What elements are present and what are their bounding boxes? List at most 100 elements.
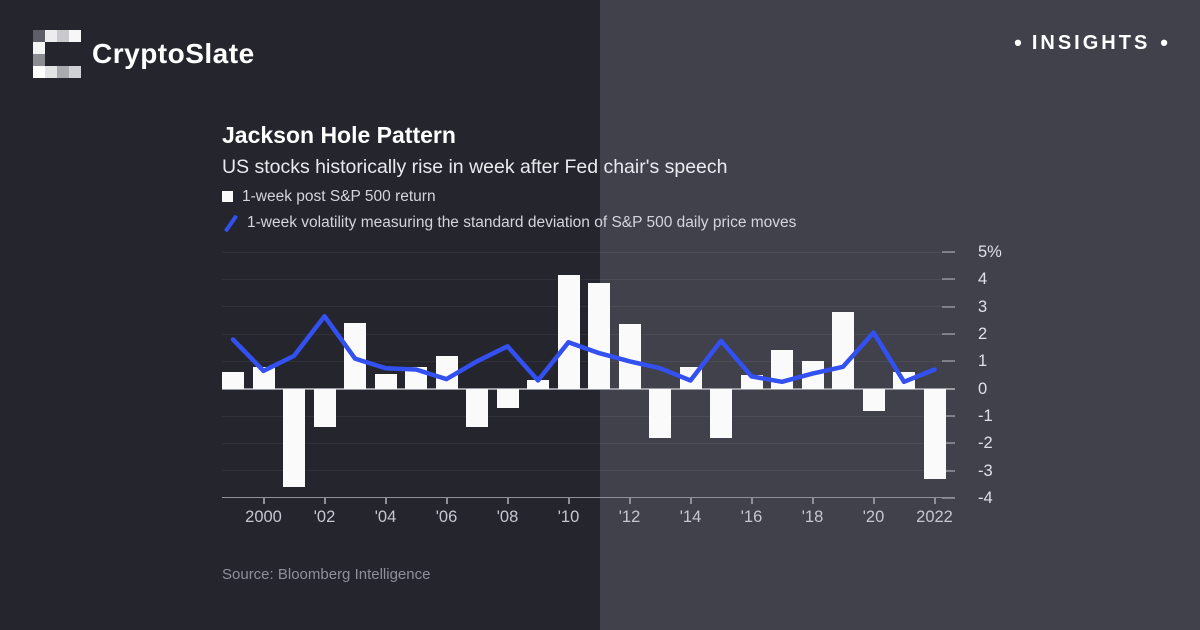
x-axis-label: '12 xyxy=(618,508,641,526)
y-axis-tick xyxy=(942,415,955,417)
logo-pixel xyxy=(33,66,45,78)
y-axis-label: -4 xyxy=(978,489,993,507)
logo-pixel xyxy=(33,30,45,42)
x-axis-tick xyxy=(811,498,814,504)
x-axis-tick xyxy=(628,498,631,504)
logo-pixel xyxy=(45,30,57,42)
bullet-left-icon: • xyxy=(1014,30,1022,55)
gridline xyxy=(222,470,955,472)
legend-item-label: 1-week post S&P 500 return xyxy=(242,187,436,205)
logo-pixel xyxy=(45,66,57,78)
bar xyxy=(222,372,244,389)
x-axis-tick xyxy=(872,498,875,504)
brand-logo-icon xyxy=(33,30,81,78)
y-axis-label: -3 xyxy=(978,461,993,480)
y-axis-tick xyxy=(942,251,955,253)
x-axis-line xyxy=(222,496,955,498)
plot-area xyxy=(222,251,955,504)
bar xyxy=(618,324,641,389)
volatility-line xyxy=(230,313,937,385)
bar xyxy=(283,388,305,488)
source-credit: Source: Bloomberg Intelligence xyxy=(222,566,431,583)
bar xyxy=(313,388,336,427)
logo-pixel xyxy=(33,54,45,66)
bar xyxy=(466,388,488,427)
x-axis-tick xyxy=(750,498,753,504)
y-axis-tick xyxy=(942,360,955,363)
x-axis-label: '02 xyxy=(313,508,336,526)
y-axis-tick xyxy=(942,278,955,281)
x-axis-label: '04 xyxy=(374,508,397,526)
x-axis-label: '06 xyxy=(435,508,458,526)
chart-subtitle: US stocks historically rise in week afte… xyxy=(222,156,728,178)
bar xyxy=(923,388,946,479)
x-axis-labels: 2000 '02 '04 '06 '08 '10 '12 '14 '16 '18 '20 2022 xyxy=(222,508,955,532)
x-axis-tick xyxy=(262,498,265,504)
chart-title: Jackson Hole Pattern xyxy=(222,122,456,148)
bar xyxy=(252,366,275,389)
logo-pixel xyxy=(45,54,57,66)
y-axis-label: 5% xyxy=(978,243,1002,261)
insights-badge: • INSIGHTS • xyxy=(1014,30,1168,56)
y-axis-label: 3 xyxy=(978,297,988,316)
x-axis-label: 2000 xyxy=(245,508,282,526)
y-axis-tick xyxy=(942,442,955,445)
x-axis-label: '08 xyxy=(496,508,519,526)
bar xyxy=(496,388,519,408)
legend-item-label: 1-week volatility measuring the standard… xyxy=(247,213,797,231)
y-axis-label: -1 xyxy=(978,407,993,425)
logo-pixel xyxy=(69,66,81,78)
gridline xyxy=(222,278,955,280)
gridline xyxy=(222,415,955,417)
x-axis-label: '16 xyxy=(740,508,763,526)
logo-pixel xyxy=(69,54,81,66)
x-axis-label: '18 xyxy=(801,508,824,526)
logo-pixel xyxy=(69,42,81,54)
x-axis-tick xyxy=(384,498,387,504)
bar xyxy=(649,388,671,438)
x-axis-tick xyxy=(567,498,570,504)
logo-pixel xyxy=(33,42,45,54)
logo-pixel xyxy=(57,66,69,78)
bar xyxy=(374,373,397,389)
y-axis-label: 0 xyxy=(978,379,988,398)
y-axis-label: 4 xyxy=(978,270,988,289)
chart-legend: 1-week post S&P 500 return 1-week volati… xyxy=(222,187,796,232)
x-axis-tick xyxy=(323,498,326,504)
y-axis-label: 2 xyxy=(978,325,988,343)
bar xyxy=(435,355,458,389)
gridline xyxy=(222,251,955,253)
y-axis-tick xyxy=(942,305,955,308)
zero-axis-line xyxy=(222,387,955,390)
bar-legend-swatch-icon xyxy=(222,191,233,202)
gridline xyxy=(222,442,955,444)
logo-pixel xyxy=(69,30,81,42)
x-axis-tick xyxy=(506,498,509,504)
bar xyxy=(862,388,885,411)
x-axis-label: '20 xyxy=(862,508,885,526)
y-axis-labels: 5% 4 3 2 1 0 -1 -2 -3 -4 xyxy=(974,243,1020,507)
y-axis-label: -2 xyxy=(978,434,993,453)
y-axis-label: 1 xyxy=(978,352,988,371)
x-axis-tick xyxy=(933,498,936,504)
logo-pixel xyxy=(57,30,69,42)
bar xyxy=(588,283,610,389)
x-axis-label: '10 xyxy=(557,508,580,526)
bar xyxy=(557,275,580,389)
y-axis-tick xyxy=(942,333,955,335)
insights-badge-label: INSIGHTS xyxy=(1031,31,1151,54)
logo-pixel xyxy=(57,54,69,66)
y-axis-tick xyxy=(942,469,955,472)
line-legend-slash-icon xyxy=(222,215,238,231)
legend-item-bars: 1-week post S&P 500 return xyxy=(222,187,796,206)
legend-item-line: 1-week volatility measuring the standard… xyxy=(222,213,796,232)
x-axis-label: '14 xyxy=(679,508,702,526)
x-axis-tick xyxy=(689,498,692,504)
bullet-right-icon: • xyxy=(1160,30,1168,55)
logo-pixel xyxy=(45,42,57,54)
bar xyxy=(710,388,732,438)
y-axis-tick xyxy=(942,497,955,499)
logo-pixel xyxy=(57,42,69,54)
x-axis-label: 2022 xyxy=(916,508,953,526)
